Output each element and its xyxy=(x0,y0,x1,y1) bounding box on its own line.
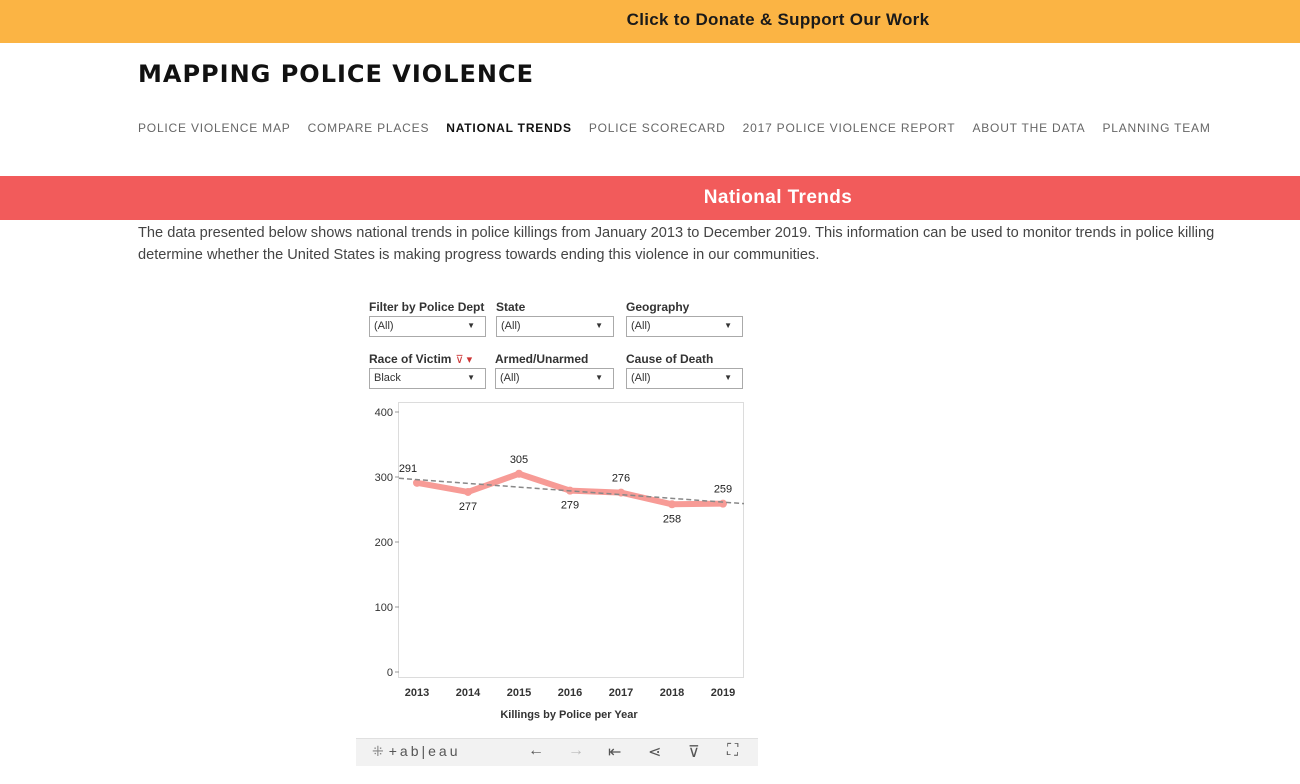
filter-police-dept-select[interactable]: (All) ▼ xyxy=(369,316,486,337)
data-point xyxy=(515,469,523,478)
trend-line xyxy=(398,477,745,505)
fullscreen-icon[interactable]: ⛶ xyxy=(727,742,739,759)
filter-value: (All) xyxy=(500,372,520,384)
undo-icon[interactable]: ← xyxy=(528,742,544,759)
filter-armed-select[interactable]: (All) ▼ xyxy=(495,368,614,389)
intro-line-2: determine whether the United States is m… xyxy=(138,247,820,263)
data-label: 259 xyxy=(714,484,732,496)
data-point xyxy=(464,487,472,496)
donate-link[interactable]: Click to Donate & Support Our Work xyxy=(626,10,930,29)
filter-value: Black xyxy=(374,372,401,384)
filter-state: State (All) ▼ xyxy=(496,300,614,337)
download-icon[interactable]: ⊽ xyxy=(688,744,700,761)
data-label: 277 xyxy=(459,501,477,513)
filter-label: State xyxy=(496,300,526,314)
dropdown-arrow-icon: ▼ xyxy=(595,321,603,330)
dropdown-arrow-icon: ▼ xyxy=(724,373,732,382)
filter-police-dept: Filter by Police Dept (All) ▼ xyxy=(369,300,486,337)
y-tick-label: 400 xyxy=(375,407,393,419)
filter-race-select[interactable]: Black ▼ xyxy=(369,368,486,389)
share-icon[interactable]: ⋖ xyxy=(648,744,662,761)
data-label: 276 xyxy=(612,473,630,485)
nav-item-planning-team[interactable]: PLANNING TEAM xyxy=(1102,121,1211,135)
dropdown-arrow-icon: ▼ xyxy=(467,321,475,330)
nav-item-compare-places[interactable]: COMPARE PLACES xyxy=(307,121,430,135)
nav-item-2017-report[interactable]: 2017 POLICE VIOLENCE REPORT xyxy=(742,121,956,135)
tableau-toolbar: ⁜ +ab|eau ← → ⇤ ⋖ ⊽ ⛶ xyxy=(356,738,758,766)
filter-label: Geography xyxy=(626,300,690,314)
x-tick-label: 2013 xyxy=(405,687,429,699)
line-chart[interactable]: 0 100 200 300 400 2013 2014 2015 2016 2017 2018 201… xyxy=(356,296,758,726)
filter-armed: Armed/Unarmed (All) ▼ xyxy=(495,352,614,389)
donate-bar: Click to Donate & Support Our Work xyxy=(0,0,1300,43)
revert-icon[interactable]: ⇤ xyxy=(608,744,622,761)
data-label: 258 xyxy=(663,513,681,525)
redo-icon[interactable]: → xyxy=(568,742,584,759)
y-tick-label: 300 xyxy=(375,472,393,484)
nav-item-national-trends[interactable]: NATIONAL TRENDS xyxy=(446,121,572,135)
filter-value: (All) xyxy=(631,320,651,332)
intro-line-1: The data presented below shows national … xyxy=(138,225,1215,241)
tableau-logo-icon: ⁜ xyxy=(372,743,387,759)
filter-value: (All) xyxy=(374,320,394,332)
filter-geography-select[interactable]: (All) ▼ xyxy=(626,316,743,337)
filter-cause-select[interactable]: (All) ▼ xyxy=(626,368,743,389)
filter-label: Race of Victim ⊽ ▾ xyxy=(369,352,486,368)
dropdown-arrow-icon: ▼ xyxy=(595,373,603,382)
dropdown-arrow-icon: ▼ xyxy=(724,321,732,330)
nav-item-police-violence-map[interactable]: POLICE VIOLENCE MAP xyxy=(138,121,291,135)
chart-frame xyxy=(398,402,744,678)
data-label: 305 xyxy=(510,454,528,466)
section-banner: National Trends xyxy=(0,176,1300,220)
x-axis-label: Killings by Police per Year xyxy=(500,709,638,721)
x-tick-label: 2019 xyxy=(711,687,735,699)
x-tick-label: 2017 xyxy=(609,687,633,699)
site-title[interactable]: MAPPING POLICE VIOLENCE xyxy=(138,60,534,88)
filter-geography: Geography (All) ▼ xyxy=(626,300,743,337)
filter-label-text: Race of Victim xyxy=(369,352,452,366)
y-tick-label: 200 xyxy=(375,537,393,549)
dropdown-arrow-icon: ▼ xyxy=(467,373,475,382)
data-point xyxy=(668,500,676,509)
page-title: National Trends xyxy=(703,187,853,208)
x-tick-label: 2018 xyxy=(660,687,684,699)
x-tick-label: 2015 xyxy=(507,687,531,699)
data-label: 291 xyxy=(399,463,417,475)
x-tick-label: 2016 xyxy=(558,687,582,699)
data-label: 279 xyxy=(561,500,579,512)
filter-clear-icon[interactable]: ⊽ ▾ xyxy=(455,354,473,366)
filter-value: (All) xyxy=(501,320,521,332)
filter-race: Race of Victim ⊽ ▾ Black ▼ xyxy=(369,352,486,389)
nav-item-police-scorecard[interactable]: POLICE SCORECARD xyxy=(588,121,726,135)
data-point xyxy=(413,478,421,487)
nav-item-about-the-data[interactable]: ABOUT THE DATA xyxy=(972,121,1086,135)
filter-label: Filter by Police Dept xyxy=(369,300,485,314)
filter-value: (All) xyxy=(631,372,651,384)
filter-label: Cause of Death xyxy=(626,352,714,366)
data-point xyxy=(719,499,727,508)
intro-text: The data presented below shows national … xyxy=(138,222,1300,266)
filter-state-select[interactable]: (All) ▼ xyxy=(496,316,614,337)
filter-cause: Cause of Death (All) ▼ xyxy=(626,352,743,389)
y-tick-label: 100 xyxy=(375,602,393,614)
filter-label: Armed/Unarmed xyxy=(495,352,589,366)
y-tick-label: 0 xyxy=(387,667,393,679)
tableau-wordmark: +ab|eau xyxy=(388,743,461,759)
x-tick-label: 2014 xyxy=(456,687,481,699)
tableau-logo: ⁜ +ab|eau xyxy=(372,743,460,760)
tableau-viz: Filter by Police Dept (All) ▼ State (All)… xyxy=(356,296,758,766)
main-nav: POLICE VIOLENCE MAP COMPARE PLACES NATIO… xyxy=(138,121,1228,135)
